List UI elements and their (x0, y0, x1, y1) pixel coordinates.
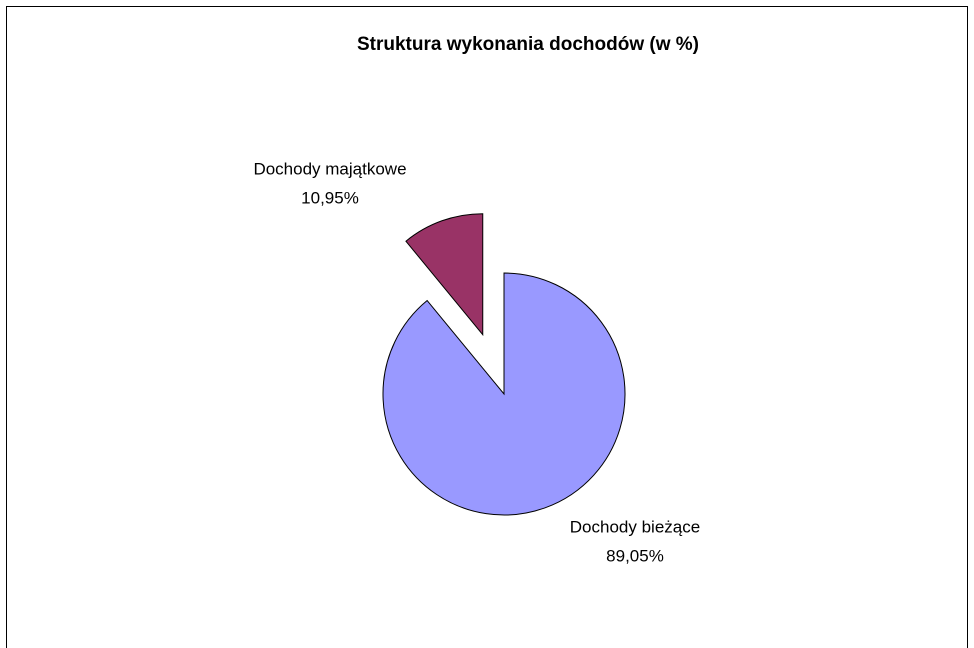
chart-frame (6, 6, 968, 648)
pie-slice (405, 213, 484, 337)
pie-slice (382, 272, 626, 516)
slice-value-label: 89,05% (606, 546, 664, 565)
slice-label: Dochody majątkowe (253, 159, 406, 178)
slice-label: Dochody bieżące (570, 517, 700, 536)
slice-value-label: 10,95% (301, 188, 359, 207)
chart-title: Struktura wykonania dochodów (w %) (357, 34, 699, 55)
